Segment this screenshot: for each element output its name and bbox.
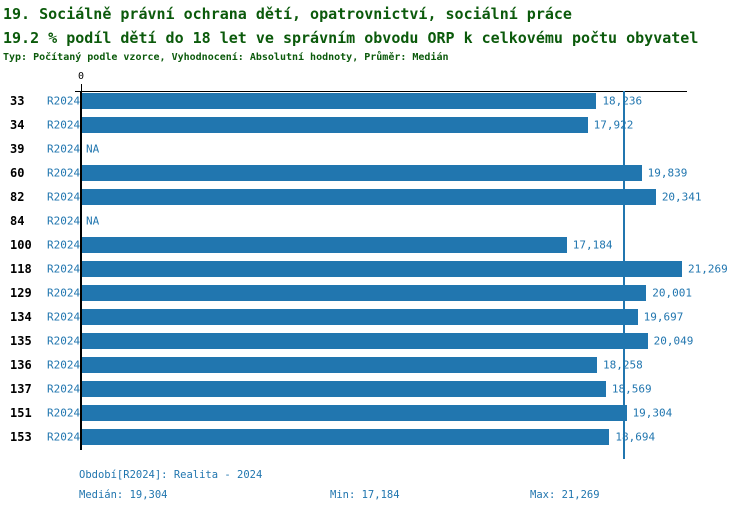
chart-row: 82 R2024 20,341 (0, 185, 750, 209)
x-axis-zero-tick-mark (81, 84, 82, 91)
chart-row: 136 R2024 18,258 (0, 353, 750, 377)
chart-row: 135 R2024 20,049 (0, 329, 750, 353)
row-category-label: 100 (10, 238, 32, 252)
row-category-label: 153 (10, 430, 32, 444)
row-category-label: 136 (10, 358, 32, 372)
bar-value-label: 18,258 (603, 358, 643, 372)
na-value-label: NA (86, 214, 100, 228)
chart-row: 33 R2024 18,236 (0, 89, 750, 113)
row-category-label: 33 (10, 94, 25, 108)
footer-min-label: Min: 17,184 (330, 489, 400, 501)
row-category-label: 135 (10, 334, 32, 348)
row-category-label: 34 (10, 118, 25, 132)
chart-row: 137 R2024 18,569 (0, 377, 750, 401)
value-bar (82, 429, 610, 445)
row-category-label: 134 (10, 310, 32, 324)
row-category-label: 129 (10, 286, 32, 300)
bar-value-label: 18,569 (611, 382, 652, 396)
row-series-label: R2024 (47, 430, 81, 444)
row-series-label: R2024 (47, 118, 81, 132)
row-series-label: R2024 (47, 142, 81, 156)
chart-row: 151 R2024 19,304 (0, 401, 750, 425)
value-bar (82, 261, 682, 277)
footer-max-label: Max: 21,269 (530, 489, 600, 501)
bar-value-label: 19,304 (632, 406, 673, 420)
value-bar (82, 333, 648, 349)
bar-value-label: 20,049 (653, 334, 694, 348)
x-axis-line (75, 91, 687, 92)
bar-value-label: 21,269 (688, 262, 728, 276)
bar-value-label: 19,697 (643, 310, 684, 324)
chart-title-line1: 19. Sociálně právní ochrana dětí, opatro… (3, 5, 572, 23)
row-category-label: 82 (10, 190, 25, 204)
value-bar (82, 285, 647, 301)
footer-median-label: Medián: 19,304 (79, 489, 168, 501)
value-bar (82, 381, 606, 397)
chart-row: 39 R2024 NA (0, 137, 750, 161)
value-bar (82, 405, 627, 421)
bar-value-label: 17,184 (572, 238, 613, 252)
row-category-label: 60 (10, 166, 25, 180)
bar-value-label: 20,001 (652, 286, 692, 300)
chart-subtitle: Typ: Počítaný podle vzorce, Vyhodnocení:… (3, 52, 449, 63)
chart-row: 118 R2024 21,269 (0, 257, 750, 281)
row-category-label: 84 (10, 214, 25, 228)
x-axis-zero-tick-label: 0 (77, 71, 85, 82)
value-bar (82, 357, 598, 373)
value-bar (82, 189, 656, 205)
chart-row: 153 R2024 18,694 (0, 425, 750, 449)
row-series-label: R2024 (47, 310, 81, 324)
bar-value-label: 20,341 (661, 190, 702, 204)
value-bar (82, 93, 597, 109)
row-series-label: R2024 (47, 286, 81, 300)
chart-title-line2: 19.2 % podíl dětí do 18 let ve správním … (3, 29, 699, 47)
row-category-label: 151 (10, 406, 32, 420)
bar-value-label: 18,694 (615, 430, 656, 444)
row-series-label: R2024 (47, 262, 81, 276)
na-value-label: NA (86, 142, 100, 156)
y-axis-line (80, 91, 82, 450)
row-series-label: R2024 (47, 334, 81, 348)
row-series-label: R2024 (47, 94, 81, 108)
row-series-label: R2024 (47, 238, 81, 252)
chart-row: 134 R2024 19,697 (0, 305, 750, 329)
row-series-label: R2024 (47, 214, 81, 228)
row-series-label: R2024 (47, 358, 81, 372)
row-category-label: 137 (10, 382, 32, 396)
chart-row: 34 R2024 17,922 (0, 113, 750, 137)
row-category-label: 118 (10, 262, 32, 276)
chart-row: 84 R2024 NA (0, 209, 750, 233)
footer-period-label: Období[R2024]: Realita - 2024 (79, 469, 263, 481)
value-bar (82, 237, 567, 253)
row-series-label: R2024 (47, 382, 81, 396)
value-bar (82, 117, 588, 133)
bar-value-label: 17,922 (593, 118, 634, 132)
row-series-label: R2024 (47, 166, 81, 180)
bar-value-label: 18,236 (602, 94, 643, 108)
chart-row: 100 R2024 17,184 (0, 233, 750, 257)
chart-row: 60 R2024 19,839 (0, 161, 750, 185)
value-bar (82, 165, 642, 181)
row-category-label: 39 (10, 142, 25, 156)
chart-row: 129 R2024 20,001 (0, 281, 750, 305)
row-series-label: R2024 (47, 190, 81, 204)
value-bar (82, 309, 638, 325)
row-series-label: R2024 (47, 406, 81, 420)
bar-value-label: 19,839 (647, 166, 688, 180)
